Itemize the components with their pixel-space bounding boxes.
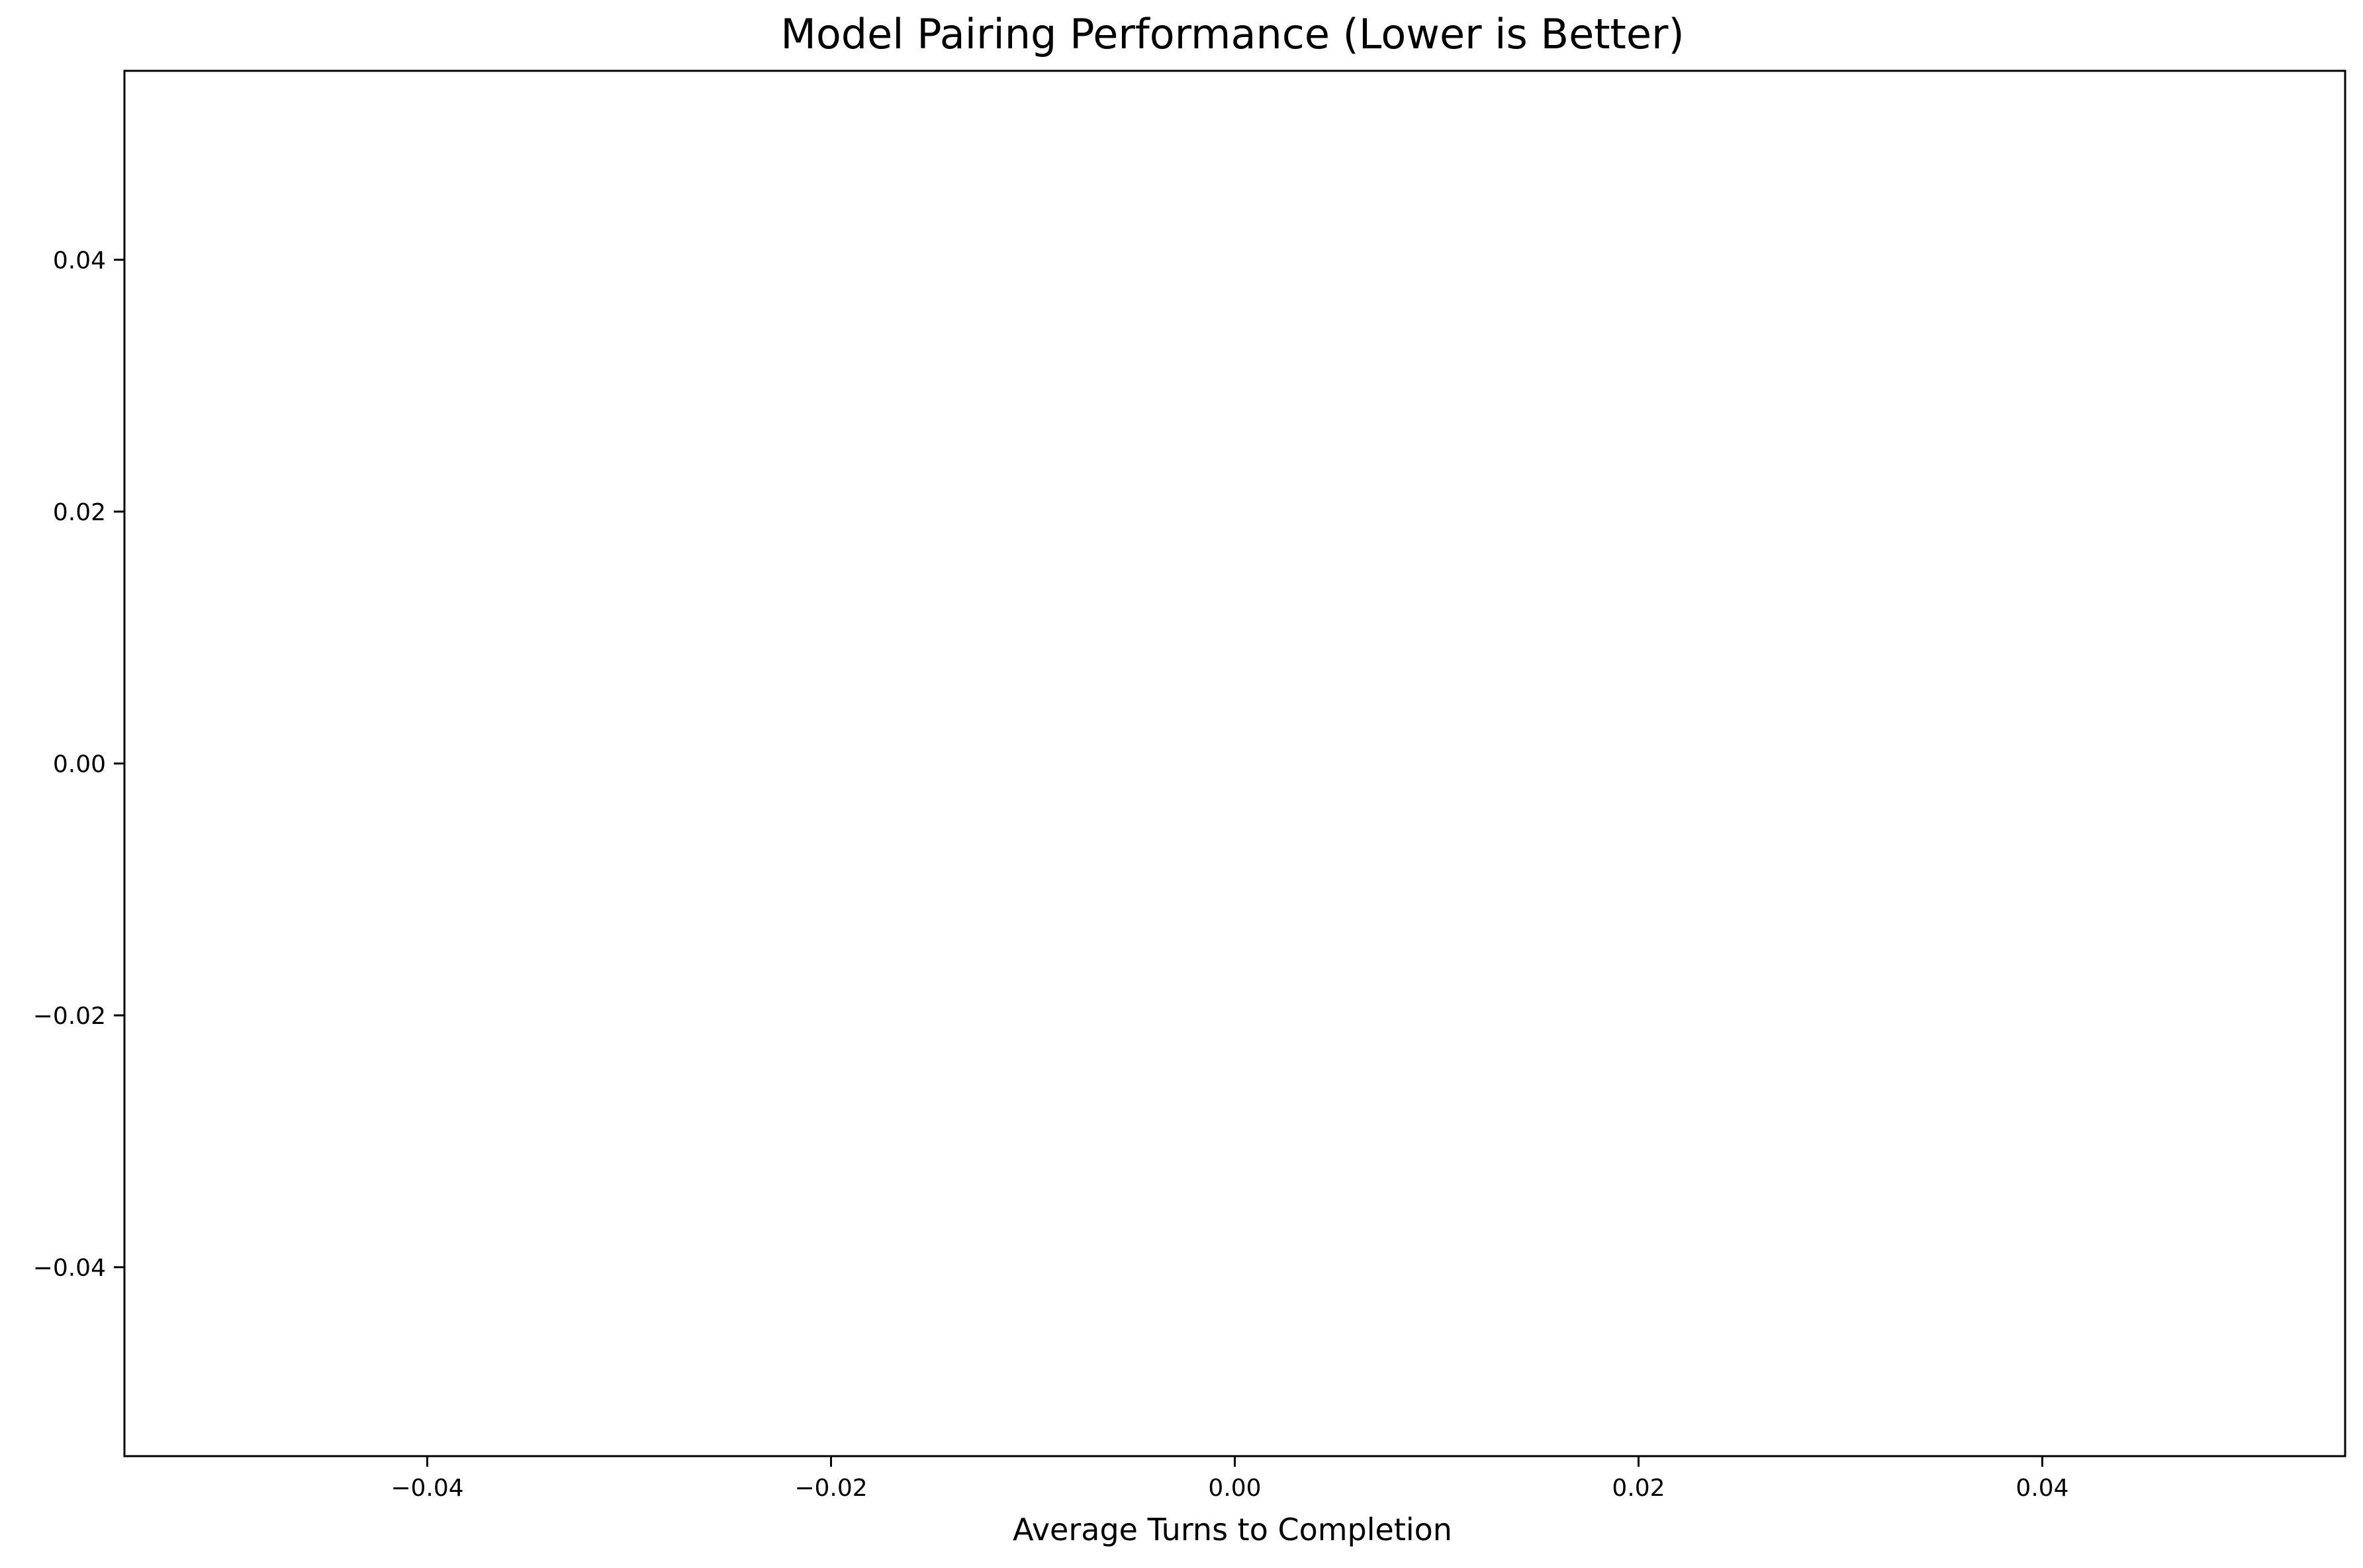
y-tick-label: −0.04	[33, 1255, 106, 1282]
y-tick-label: 0.00	[53, 751, 106, 778]
y-tick-label: −0.02	[33, 1003, 106, 1030]
x-tick-label: 0.00	[1208, 1475, 1261, 1502]
x-axis: −0.04 −0.02 0.00 0.02 0.04	[391, 1456, 2069, 1502]
chart-title: Model Pairing Performance (Lower is Bett…	[780, 10, 1684, 58]
y-axis: 0.04 0.02 0.00 −0.02 −0.04	[33, 247, 124, 1282]
x-tick-label: 0.02	[1612, 1475, 1665, 1502]
x-tick-label: 0.04	[2016, 1475, 2068, 1502]
x-tick-label: −0.02	[794, 1475, 867, 1502]
x-tick-label: −0.04	[391, 1475, 463, 1502]
y-tick-label: 0.02	[53, 499, 106, 526]
y-tick-label: 0.04	[53, 247, 106, 274]
x-axis-label: Average Turns to Completion	[1013, 1512, 1452, 1547]
